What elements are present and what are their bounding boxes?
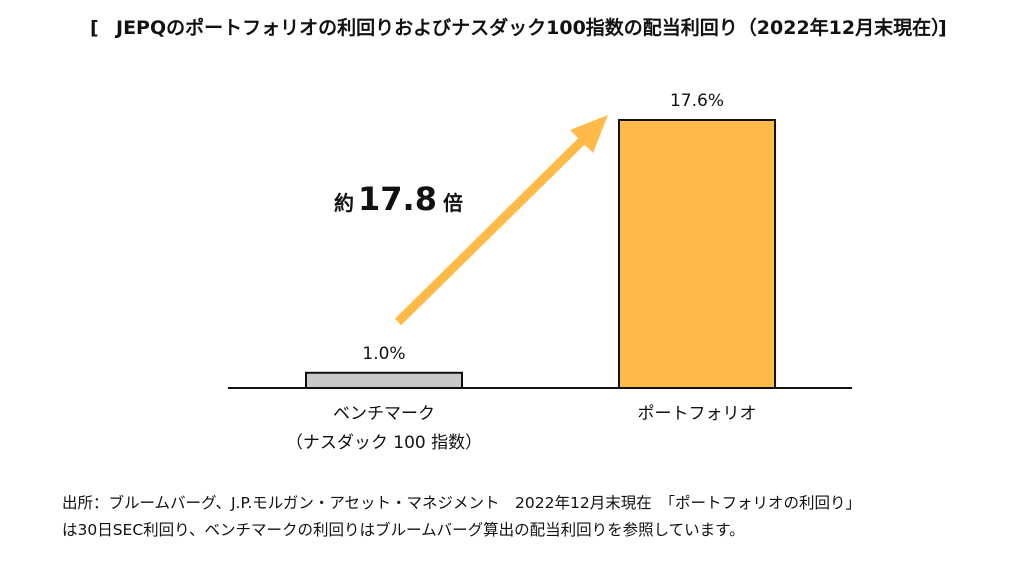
annotation-prefix: 約	[334, 191, 354, 215]
title-bracket-close: ]	[938, 17, 947, 39]
source-footnote: 出所：ブルームバーグ、J.P.モルガン・アセット・マネジメント 2022年12月…	[62, 490, 992, 544]
category-label-0-line-1: （ナスダック 100 指数）	[286, 433, 482, 453]
bar-1	[618, 119, 776, 389]
growth-arrow-shaft	[394, 129, 594, 326]
annotation-suffix: 倍	[443, 191, 463, 215]
annotation-value: 17.8	[358, 180, 437, 218]
bar-value-label-1: 17.6%	[670, 91, 724, 111]
footnote-line-2: は30日SEC利回り、ベンチマークの利回りはブルームバーグ算出の配当利回りを参照…	[62, 521, 745, 539]
category-label-1-line-0: ポートフォリオ	[638, 404, 757, 424]
bar-0	[305, 371, 463, 390]
growth-arrow-head	[570, 115, 608, 153]
title-text: JEPQのポートフォリオの利回りおよびナスダック100指数の配当利回り（2022…	[116, 17, 951, 39]
chart-title: [ JEPQのポートフォリオの利回りおよびナスダック100指数の配当利回り（20…	[90, 14, 970, 42]
category-label-0-line-0: ベンチマーク	[333, 404, 435, 424]
bar-value-label-0: 1.0%	[362, 344, 405, 364]
title-bracket-open: [	[90, 17, 99, 39]
multiplier-annotation: 約 17.8 倍	[334, 180, 463, 218]
footnote-line-1: 出所：ブルームバーグ、J.P.モルガン・アセット・マネジメント 2022年12月…	[62, 494, 861, 512]
